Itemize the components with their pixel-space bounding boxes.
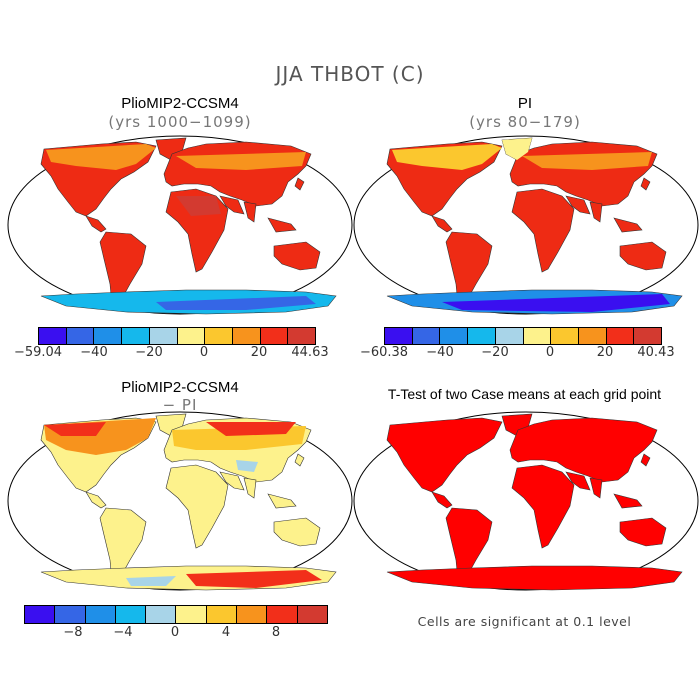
panel-subtitle-pliomip2: (yrs 1000−1099) [108,113,252,131]
colorbar-swatch [267,606,298,623]
panel-subtitle-pi: (yrs 80−179) [469,113,581,131]
colorbar-swatch [177,328,206,344]
colorbar-tick: −40 [80,345,108,360]
colorbar-tick: 4 [221,625,231,640]
colorbar-max-label: 44.63 [291,345,329,360]
colorbar-swatch [122,328,150,344]
colorbar-swatch [551,328,579,344]
map-difference [7,411,353,591]
colorbar-tick: −40 [426,345,454,360]
colorbar-swatch [385,328,413,344]
colorbar-swatch [55,606,86,623]
colorbar-swatch [39,328,67,344]
colorbar-swatch [606,328,635,344]
colorbar-tick: 20 [250,345,268,360]
colorbar-swatch [440,328,469,344]
colorbar-tick: 0 [199,345,209,360]
colorbar-swatch [297,606,327,623]
colorbar-swatch [237,606,268,623]
map-ttest [353,411,699,591]
colorbar-swatch [578,328,607,344]
colorbar-swatch [146,606,177,623]
colorbar-swatch [85,606,116,623]
colorbar-swatch [523,328,552,344]
colorbar-pi [384,327,662,345]
colorbar-difference [24,605,328,624]
colorbar-swatch [232,328,261,344]
colorbar-swatch [94,328,123,344]
colorbar-tick: 0 [170,625,180,640]
colorbar-swatch [149,328,178,344]
colorbar-max-label: 40.43 [637,345,675,360]
colorbar-swatch [206,606,238,623]
colorbar-tick: −20 [481,345,509,360]
colorbar-tick: 8 [271,625,281,640]
colorbar-tick: −8 [63,625,83,640]
significance-note: Cells are significant at 0.1 level [417,614,632,629]
colorbar-swatch [25,606,56,623]
panel-title-pliomip2: PlioMIP2-CCSM4 [121,95,239,112]
colorbar-tick: −20 [135,345,163,360]
panel-title-difference: PlioMIP2-CCSM4 [121,379,239,396]
colorbar-tick: −4 [113,625,133,640]
panel-subtitle-difference: − PI [162,396,198,414]
panel-title-pi: PI [517,95,533,112]
colorbar-swatch [115,606,147,623]
colorbar-swatch [468,328,496,344]
panel-title-ttest: T-Test of two Case means at each grid po… [387,386,662,402]
colorbar-swatch [66,328,95,344]
colorbar-swatch [205,328,233,344]
colorbar-swatch [260,328,289,344]
colorbar-tick: 20 [596,345,614,360]
figure-title: JJA THBOT (C) [275,62,425,86]
colorbar-pliomip2 [38,327,316,345]
colorbar-swatch [634,328,662,344]
map-pliomip2 [7,135,353,315]
colorbar-swatch [288,328,316,344]
colorbar-swatch [412,328,441,344]
colorbar-tick: 0 [545,345,555,360]
colorbar-min-label: −59.04 [13,345,63,360]
colorbar-swatch [176,606,207,623]
colorbar-min-label: −60.38 [359,345,409,360]
colorbar-swatch [495,328,524,344]
map-pi [353,135,699,315]
